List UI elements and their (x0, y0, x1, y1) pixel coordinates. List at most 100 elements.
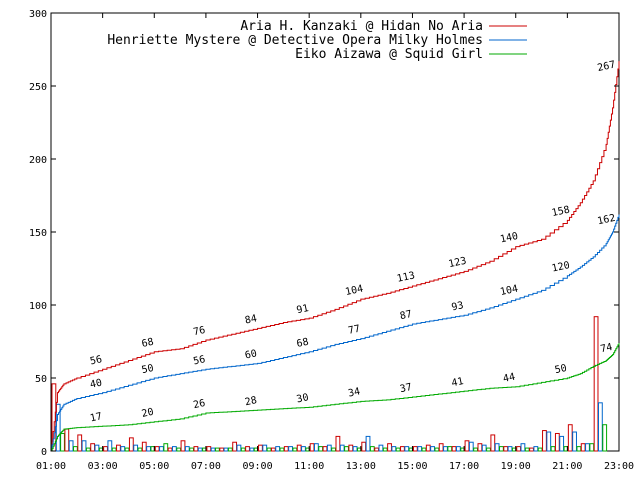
x-axis: 01:00 03:00 05:00 07:00 09:00 11:00 13:00 15:00… (36, 13, 634, 472)
bar-red (270, 447, 276, 452)
bar-red (335, 435, 341, 452)
data-label: 40 (89, 378, 103, 391)
bar-blue (68, 440, 74, 452)
plot-frame (50, 12, 620, 452)
bar-blue (326, 444, 332, 452)
bar-blue (210, 447, 216, 452)
bar-blue (159, 446, 164, 452)
y-tick-label: 300 (29, 9, 47, 20)
bar-red (542, 430, 547, 452)
bar-red (490, 434, 496, 452)
x-tick-label: 09:00 (242, 461, 272, 472)
bar-green (382, 447, 388, 452)
bar-red (400, 446, 405, 452)
bar-red (245, 446, 250, 452)
data-label: 68 (141, 337, 155, 350)
data-label: 20 (141, 407, 155, 420)
data-label: 120 (551, 260, 571, 275)
bar-blue (262, 444, 268, 452)
bar-blue (430, 446, 435, 452)
bar-red (348, 444, 354, 452)
bar-green (215, 447, 220, 452)
bar-red (128, 437, 134, 452)
bar-red (503, 446, 509, 452)
bar-blue (288, 446, 293, 452)
bar-green (486, 447, 491, 452)
bar-red (64, 428, 70, 452)
y-tick-label: 50 (35, 374, 47, 385)
bar-red (103, 446, 108, 452)
bar-blue (301, 446, 306, 452)
bar-blue (94, 444, 100, 452)
data-label: 91 (296, 303, 310, 316)
bar-blue (507, 446, 513, 452)
bar-blue (184, 446, 190, 452)
y-tick-label: 100 (29, 301, 47, 312)
bar-blue (455, 446, 461, 452)
bar-red (77, 434, 83, 452)
data-label: 158 (551, 205, 571, 220)
bar-green (473, 447, 479, 452)
bar-red (154, 446, 160, 452)
x-tick-label: 19:00 (501, 461, 531, 472)
bar-green (60, 432, 65, 452)
legend-label: Henriette Mystere @ Detective Opera Milk… (107, 33, 483, 48)
bar-red (296, 444, 302, 452)
bar-blue (55, 403, 61, 452)
bar-red (309, 443, 315, 452)
bar-green (176, 447, 182, 452)
x-tick-label: 05:00 (139, 461, 169, 472)
bar-green (111, 447, 117, 452)
y-tick-label: 0 (41, 447, 47, 458)
data-label: 34 (347, 386, 361, 399)
bar-blue (223, 447, 229, 452)
bar-red (593, 316, 599, 452)
bar-green (499, 446, 504, 452)
bar-blue (107, 440, 113, 452)
data-label: 74 (599, 342, 613, 355)
legend-label: Eiko Aizawa @ Squid Girl (295, 47, 483, 62)
bar-red (90, 443, 96, 452)
bar-blue (120, 446, 126, 452)
data-label: 50 (141, 363, 155, 376)
bar-blue (559, 435, 565, 452)
y-tick-label: 250 (29, 82, 47, 93)
data-label: 104 (499, 283, 519, 298)
bar-red (451, 446, 457, 452)
bar-blue (520, 443, 526, 452)
data-label: 84 (244, 313, 258, 326)
x-tick-label: 11:00 (294, 461, 324, 472)
x-tick-label: 15:00 (397, 461, 427, 472)
data-label: 104 (344, 283, 364, 298)
bar-red (219, 447, 225, 452)
bar-blue (352, 446, 358, 452)
bar-red (322, 446, 328, 452)
bar-blue (404, 446, 410, 452)
bar-green (85, 447, 91, 452)
bar-green (292, 447, 298, 452)
data-label: 44 (502, 372, 516, 385)
bar-blue (481, 444, 487, 452)
bar-blue (81, 440, 87, 452)
bar-red (193, 446, 199, 452)
bar-red (232, 441, 238, 452)
bar-blue (572, 431, 577, 452)
bar-green (369, 446, 375, 452)
bar-green (344, 446, 349, 452)
data-label: 140 (499, 231, 519, 246)
bar-green (137, 447, 143, 452)
data-label: 76 (192, 325, 206, 338)
bar-green (602, 424, 608, 452)
bar-blue (468, 441, 474, 452)
data-labels-layer: 56 68 76 84 91 104 113 123 140 158 267 40 50 56 60 68 77… (89, 59, 616, 424)
bar-green (124, 447, 130, 452)
bar-red (258, 444, 263, 452)
bar-blue (197, 447, 203, 452)
bar-green (279, 447, 285, 452)
bar-green (189, 447, 194, 452)
bar-red (283, 446, 289, 452)
bar-blue (275, 446, 281, 452)
data-label: 60 (244, 348, 258, 361)
bar-blue (378, 444, 384, 452)
